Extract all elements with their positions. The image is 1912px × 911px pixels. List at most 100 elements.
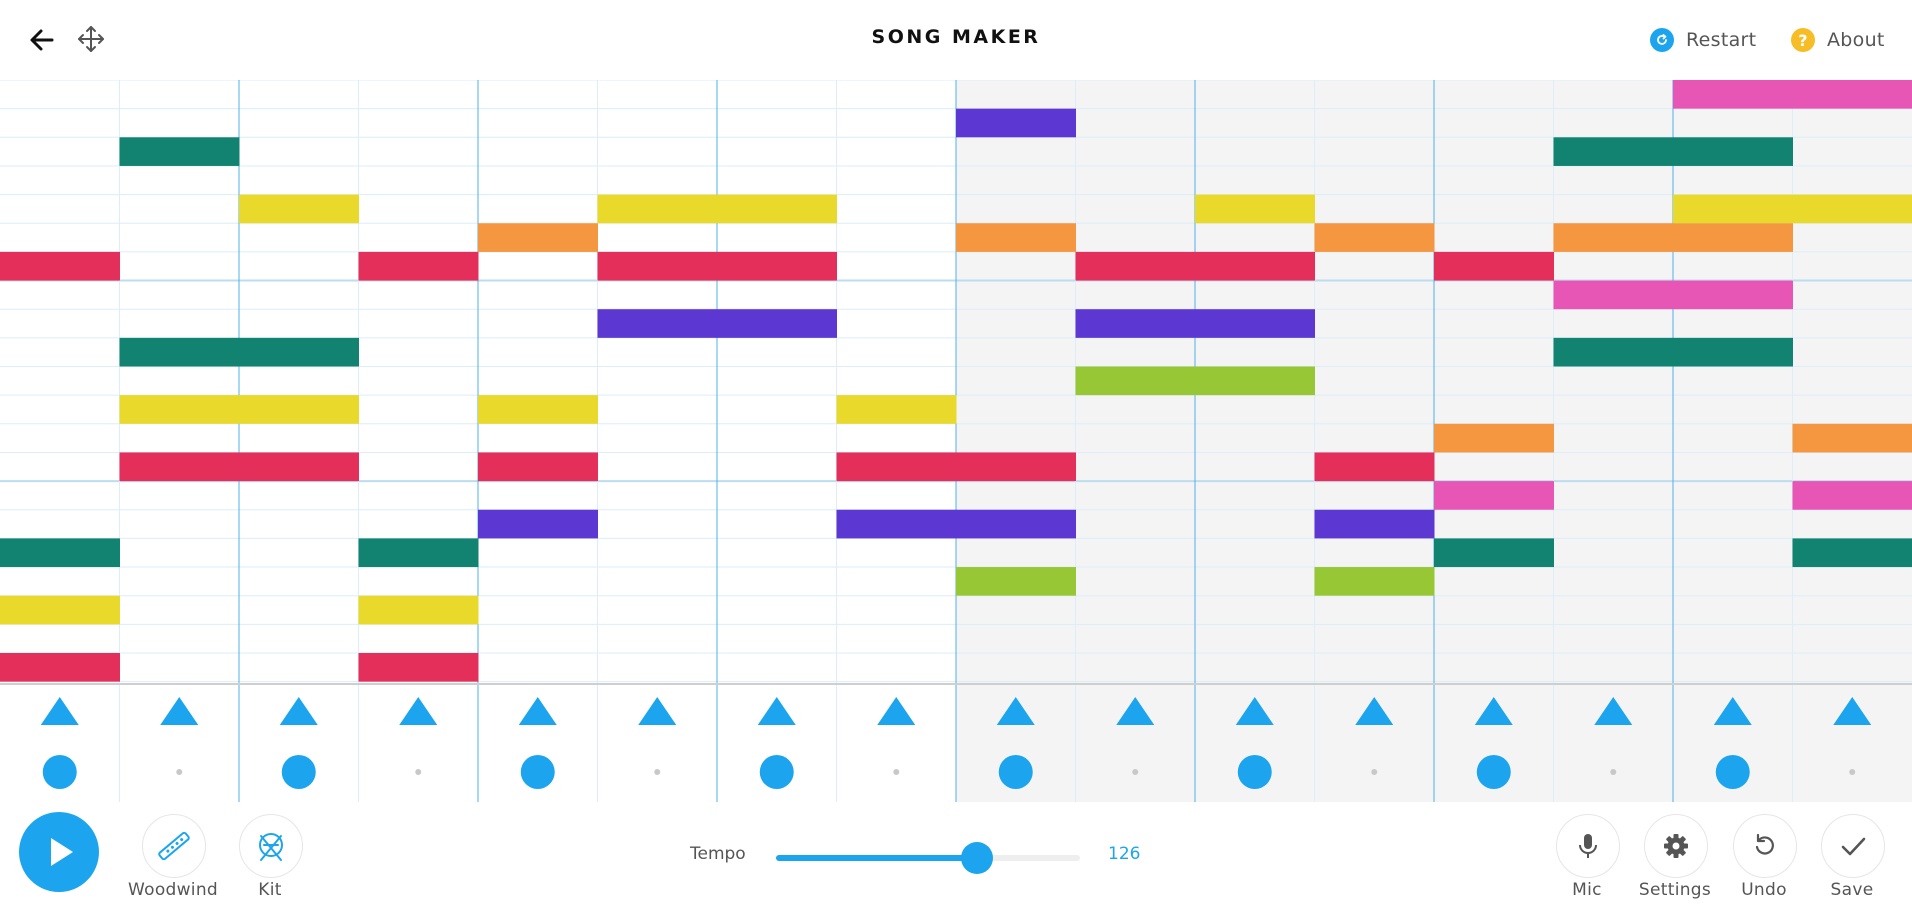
melody-grid-canvas[interactable] bbox=[0, 80, 1912, 685]
percussion-circle[interactable] bbox=[1476, 755, 1511, 789]
note-cell[interactable] bbox=[1553, 337, 1674, 367]
note-cell[interactable] bbox=[119, 452, 240, 482]
note-cell[interactable] bbox=[478, 452, 598, 482]
note-cell[interactable] bbox=[1434, 481, 1554, 510]
note-cell[interactable] bbox=[239, 194, 359, 224]
note-cell[interactable] bbox=[956, 223, 1076, 252]
note-cell[interactable] bbox=[597, 194, 718, 224]
note-cell[interactable] bbox=[239, 452, 359, 482]
kit-button[interactable] bbox=[239, 814, 303, 878]
note-cell[interactable] bbox=[1673, 337, 1793, 367]
undo-button[interactable] bbox=[1733, 814, 1797, 878]
settings-button[interactable] bbox=[1644, 814, 1708, 878]
note-cell[interactable] bbox=[1792, 481, 1912, 510]
percussion-grid-canvas[interactable] bbox=[0, 685, 1912, 802]
note-cell[interactable] bbox=[1673, 280, 1793, 310]
note-cell[interactable] bbox=[0, 538, 120, 568]
note-cell[interactable] bbox=[1553, 223, 1674, 252]
note-cell[interactable] bbox=[836, 509, 957, 539]
note-cell[interactable] bbox=[956, 509, 1076, 539]
note-cell[interactable] bbox=[119, 337, 240, 367]
percussion-empty-dot[interactable] bbox=[893, 769, 900, 775]
percussion-triangle[interactable] bbox=[399, 697, 438, 725]
note-cell[interactable] bbox=[358, 251, 479, 281]
about-button[interactable]: ? About bbox=[1791, 26, 1885, 54]
percussion-triangle[interactable] bbox=[1235, 697, 1274, 725]
melody-grid[interactable] bbox=[0, 80, 1912, 685]
percussion-empty-dot[interactable] bbox=[1132, 769, 1139, 775]
note-cell[interactable] bbox=[1673, 223, 1793, 252]
play-button[interactable] bbox=[19, 812, 99, 892]
note-cell[interactable] bbox=[1673, 194, 1793, 224]
note-cell[interactable] bbox=[1434, 538, 1554, 568]
percussion-empty-dot[interactable] bbox=[1610, 769, 1617, 775]
percussion-triangle[interactable] bbox=[757, 697, 796, 725]
note-cell[interactable] bbox=[1553, 137, 1674, 166]
mic-button[interactable] bbox=[1556, 814, 1620, 878]
percussion-triangle[interactable] bbox=[40, 697, 79, 725]
note-cell[interactable] bbox=[1434, 423, 1554, 453]
note-cell[interactable] bbox=[717, 309, 837, 338]
note-cell[interactable] bbox=[717, 194, 837, 224]
note-cell[interactable] bbox=[239, 337, 359, 367]
restart-button[interactable]: Restart bbox=[1650, 26, 1756, 54]
percussion-circle[interactable] bbox=[1237, 755, 1272, 789]
tempo-slider-thumb[interactable] bbox=[960, 842, 993, 874]
save-button[interactable] bbox=[1821, 814, 1885, 878]
percussion-triangle[interactable] bbox=[1355, 697, 1394, 725]
note-cell[interactable] bbox=[956, 567, 1076, 596]
note-cell[interactable] bbox=[836, 452, 957, 482]
percussion-circle[interactable] bbox=[998, 755, 1033, 789]
percussion-triangle[interactable] bbox=[996, 697, 1035, 725]
percussion-triangle[interactable] bbox=[160, 697, 199, 725]
note-cell[interactable] bbox=[597, 251, 718, 281]
note-cell[interactable] bbox=[1434, 251, 1554, 281]
note-cell[interactable] bbox=[119, 137, 240, 166]
percussion-triangle[interactable] bbox=[1474, 697, 1513, 725]
percussion-triangle[interactable] bbox=[638, 697, 677, 725]
note-cell[interactable] bbox=[1314, 567, 1435, 596]
percussion-triangle[interactable] bbox=[1713, 697, 1752, 725]
note-cell[interactable] bbox=[1195, 309, 1315, 338]
note-cell[interactable] bbox=[358, 653, 479, 682]
note-cell[interactable] bbox=[358, 538, 479, 568]
note-cell[interactable] bbox=[1792, 80, 1912, 109]
percussion-empty-dot[interactable] bbox=[1371, 769, 1378, 775]
note-cell[interactable] bbox=[478, 223, 598, 252]
instrument-button[interactable] bbox=[142, 814, 206, 878]
note-cell[interactable] bbox=[1314, 509, 1435, 539]
back-button[interactable] bbox=[26, 24, 58, 56]
note-cell[interactable] bbox=[1314, 223, 1435, 252]
percussion-triangle[interactable] bbox=[1116, 697, 1155, 725]
percussion-triangle[interactable] bbox=[518, 697, 557, 725]
note-cell[interactable] bbox=[1314, 452, 1435, 482]
percussion-circle[interactable] bbox=[281, 755, 316, 789]
note-cell[interactable] bbox=[119, 395, 240, 424]
note-cell[interactable] bbox=[1075, 366, 1196, 396]
note-cell[interactable] bbox=[717, 251, 837, 281]
percussion-triangle[interactable] bbox=[1594, 697, 1633, 725]
percussion-circle[interactable] bbox=[520, 755, 555, 789]
note-cell[interactable] bbox=[0, 595, 120, 625]
note-cell[interactable] bbox=[956, 108, 1076, 138]
move-button[interactable] bbox=[74, 22, 108, 56]
note-cell[interactable] bbox=[836, 395, 957, 424]
percussion-circle[interactable] bbox=[759, 755, 794, 789]
percussion-empty-dot[interactable] bbox=[1849, 769, 1856, 775]
note-cell[interactable] bbox=[1195, 194, 1315, 224]
percussion-grid[interactable] bbox=[0, 685, 1912, 802]
note-cell[interactable] bbox=[1195, 366, 1315, 396]
percussion-circle[interactable] bbox=[42, 755, 77, 789]
note-cell[interactable] bbox=[239, 395, 359, 424]
percussion-empty-dot[interactable] bbox=[654, 769, 661, 775]
note-cell[interactable] bbox=[597, 309, 718, 338]
note-cell[interactable] bbox=[1792, 194, 1912, 224]
percussion-triangle[interactable] bbox=[279, 697, 318, 725]
note-cell[interactable] bbox=[1792, 538, 1912, 568]
note-cell[interactable] bbox=[478, 509, 598, 539]
note-cell[interactable] bbox=[0, 653, 120, 682]
percussion-triangle[interactable] bbox=[1833, 697, 1872, 725]
note-cell[interactable] bbox=[956, 452, 1076, 482]
note-cell[interactable] bbox=[478, 395, 598, 424]
note-cell[interactable] bbox=[1195, 251, 1315, 281]
